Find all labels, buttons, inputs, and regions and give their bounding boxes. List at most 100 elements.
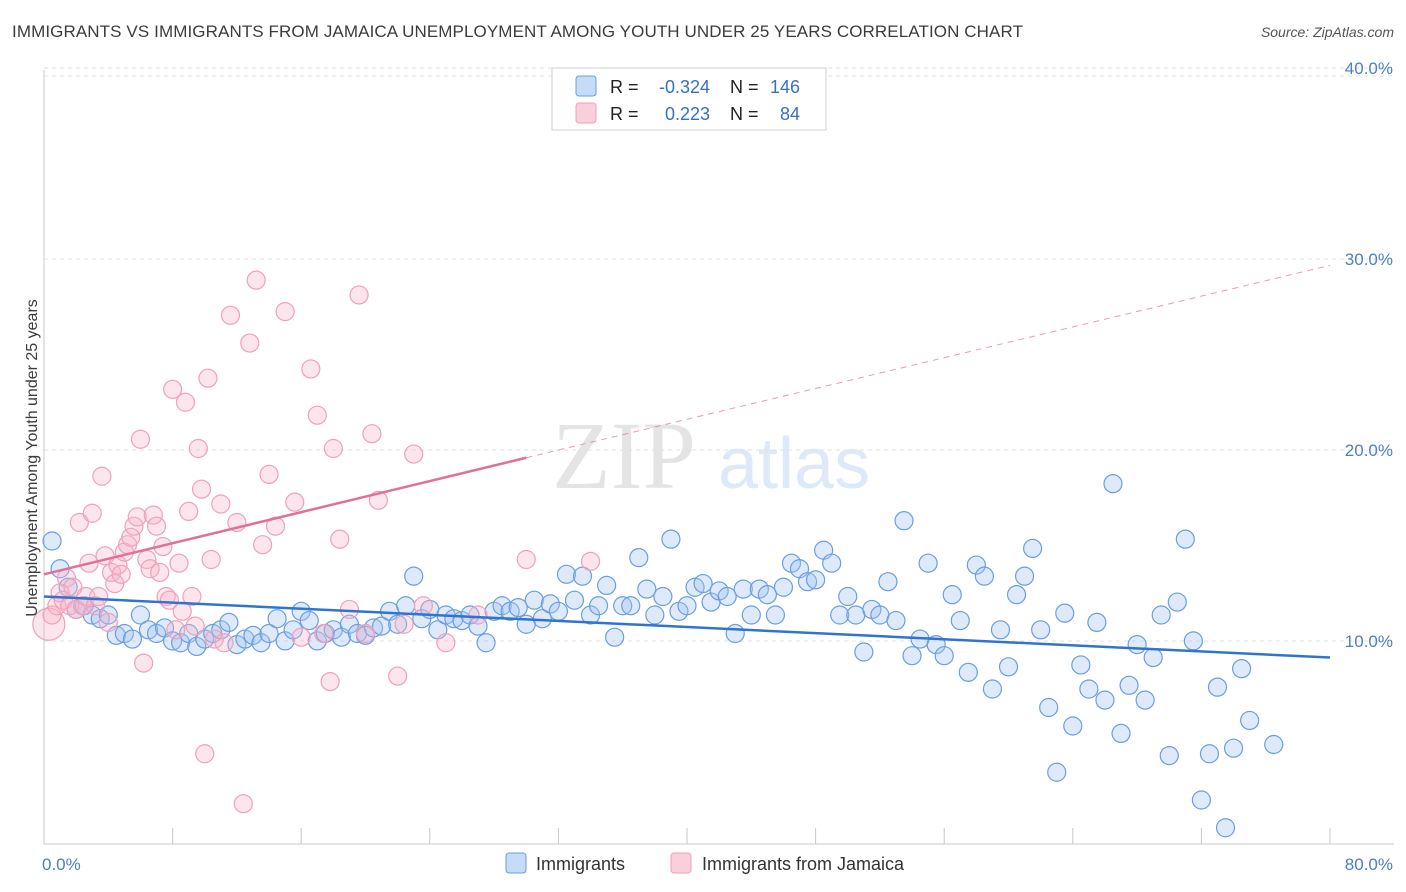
jamaica-point-46	[188, 438, 208, 459]
immigrants-point-68	[588, 596, 609, 616]
immigrants-point-73	[629, 548, 649, 568]
immigrants-point-11	[130, 605, 151, 625]
immigrants-point-122	[1023, 538, 1043, 559]
jamaica-point-31	[140, 559, 160, 579]
immigrants-point-141	[1175, 529, 1195, 549]
jamaica-point-49	[198, 368, 218, 388]
source-label: Source: ZipAtlas.com	[1260, 24, 1394, 40]
immigrants-point-69	[597, 575, 617, 596]
immigrants-point-114	[958, 662, 978, 682]
immigrants-point-125	[1047, 762, 1067, 782]
immigrants-point-121	[1014, 566, 1035, 586]
immigrants-point-130	[1087, 612, 1107, 633]
watermark-zip: ZIP	[552, 402, 696, 509]
jamaica-point-52	[211, 494, 231, 514]
immigrants-point-15	[163, 631, 183, 651]
immigrants-point-119	[998, 657, 1019, 677]
immigrants-point-127	[1063, 716, 1083, 736]
immigrants-point-116	[974, 566, 994, 586]
immigrants-point-118	[990, 620, 1011, 640]
immigrants-point-18	[187, 636, 207, 657]
jamaica-point-66	[307, 405, 327, 425]
immigrants-point-81	[693, 573, 713, 594]
immigrants-point-138	[1151, 605, 1171, 625]
immigrants-point-94	[797, 572, 818, 592]
immigrants-point-0	[42, 531, 62, 551]
immigrants-point-54	[476, 633, 496, 653]
immigrants-point-33	[307, 631, 327, 651]
grid-lines	[44, 67, 1394, 642]
immigrants-point-135	[1127, 634, 1147, 655]
y-tick-label-1: 20.0%	[1345, 441, 1393, 460]
immigrants-point-74	[637, 579, 657, 599]
bottom-legend-swatch-jamaica	[670, 852, 692, 874]
immigrants-point-58	[508, 597, 528, 618]
legend-swatch-jamaica	[575, 102, 597, 124]
watermark-atlas: atlas	[718, 424, 870, 504]
jamaica-point-42	[175, 392, 196, 412]
jamaica-point-81	[468, 605, 488, 625]
immigrants-point-113	[950, 610, 970, 631]
jamaica-point-78	[404, 444, 424, 464]
correlation-legend: R = -0.324 N = 146 R = 0.223 N = 84	[551, 67, 827, 131]
jamaica-point-33	[146, 516, 167, 536]
jamaica-point-62	[275, 302, 295, 322]
x-tick-label-1: 80.0%	[1345, 855, 1393, 874]
jamaica-point-32	[143, 505, 163, 525]
immigrants-point-90	[765, 605, 786, 625]
immigrants-point-148	[1231, 659, 1252, 679]
immigrants-point-126	[1055, 603, 1075, 623]
immigrants-point-52	[460, 605, 480, 625]
legend-n-value-2: 84	[780, 104, 800, 124]
jamaica-point-38	[163, 379, 183, 399]
immigrants-point-136	[1135, 690, 1155, 710]
jamaica-point-51	[204, 629, 224, 649]
jamaica-point-34	[150, 562, 170, 583]
immigrants-point-100	[846, 605, 866, 625]
jamaica-point-59	[253, 535, 273, 555]
immigrants-point-7	[98, 605, 118, 625]
jamaica-point-19	[101, 562, 122, 583]
immigrants-point-124	[1039, 697, 1059, 718]
immigrants-point-133	[1111, 723, 1131, 744]
jamaica-point-27	[127, 507, 147, 527]
jamaica-point-82	[516, 549, 536, 570]
bottom-legend-swatch-immigrants	[505, 852, 527, 874]
immigrants-point-140	[1167, 592, 1187, 612]
jamaica-point-9	[69, 512, 89, 533]
immigrants-point-22	[219, 612, 239, 633]
watermark: ZIP atlas	[552, 402, 870, 509]
immigrants-point-28	[267, 609, 287, 629]
jamaica-point-79	[413, 596, 433, 616]
immigrants-point-98	[830, 605, 850, 625]
immigrants-point-63	[548, 601, 569, 621]
immigrants-point-86	[733, 579, 753, 599]
immigrants-point-77	[661, 529, 681, 549]
immigrants-point-131	[1095, 690, 1115, 710]
immigrants-point-65	[564, 590, 585, 610]
immigrants-point-43	[388, 614, 408, 634]
jamaica-point-56	[233, 794, 253, 814]
jamaica-point-39	[166, 620, 186, 640]
jamaica-point-60	[259, 464, 279, 484]
immigrants-point-109	[918, 553, 938, 573]
immigrants-point-41	[371, 616, 392, 636]
jamaica-point-1	[42, 605, 62, 625]
jamaica-point-69	[323, 438, 343, 459]
immigrants-point-101	[854, 642, 874, 662]
x-tick-labels: 0.0% 80.0%	[42, 855, 1393, 874]
immigrants-point-85	[725, 623, 745, 644]
immigrants-point-30	[283, 620, 303, 640]
immigrants-point-149	[1240, 710, 1260, 731]
immigrants-point-50	[444, 609, 464, 629]
jamaica-point-7	[63, 577, 83, 597]
jamaica-point-76	[388, 666, 408, 686]
jamaica-point-28	[130, 429, 151, 449]
legend-r-value-1: -0.324	[659, 77, 710, 97]
immigrants-trend-line	[43, 595, 1331, 659]
immigrants-point-120	[1006, 585, 1027, 605]
jamaica-point-68	[320, 671, 340, 692]
jamaica-point-43	[179, 501, 199, 521]
y-axis-label: Unemployment Among Youth under 25 years	[24, 299, 41, 617]
